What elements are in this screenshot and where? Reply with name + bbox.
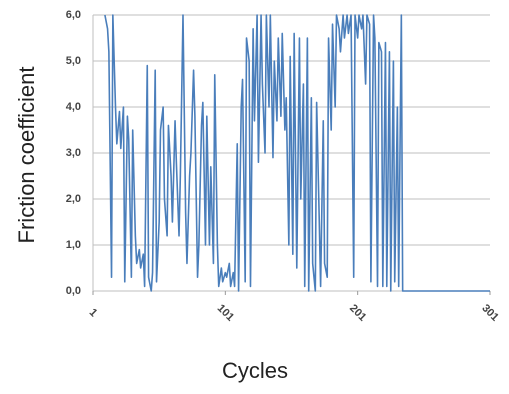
y-tick-label: 0,0 [66,285,81,297]
line [104,14,490,292]
x-tick-label: 101 [215,302,236,323]
x-tick-label: 1 [87,307,100,320]
y-tick-label: 4,0 [66,101,81,113]
x-axis-label: Cycles [222,358,288,383]
y-tick-label: 6,0 [66,9,81,21]
y-tick-label: 5,0 [66,55,81,67]
x-tick-label: 201 [347,302,368,323]
x-tick-label: 301 [479,302,500,323]
y-tick-label: 3,0 [66,147,81,159]
y-axis-label: Friction coefficient [14,67,39,244]
y-tick-label: 1,0 [66,239,81,251]
y-tick-label: 2,0 [66,193,81,205]
